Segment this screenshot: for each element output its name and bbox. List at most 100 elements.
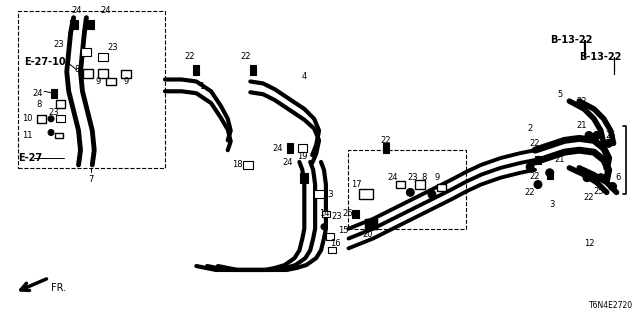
Text: 24: 24	[282, 158, 293, 167]
Text: 9: 9	[95, 77, 100, 86]
Bar	[314, 190, 324, 198]
Circle shape	[609, 183, 616, 190]
Text: B-13-22: B-13-22	[579, 52, 621, 62]
Text: 3: 3	[549, 200, 554, 209]
Bar	[383, 143, 388, 153]
Text: 22: 22	[530, 139, 540, 148]
Text: 7: 7	[88, 175, 94, 184]
Circle shape	[321, 224, 327, 230]
Bar	[18, 11, 165, 168]
Text: 2: 2	[527, 124, 532, 133]
Text: 16: 16	[330, 239, 341, 248]
Bar	[56, 100, 65, 108]
Bar	[535, 156, 541, 164]
Bar	[359, 189, 373, 199]
Bar	[83, 69, 93, 78]
Text: 24: 24	[100, 6, 111, 15]
Text: 24: 24	[32, 89, 42, 98]
Circle shape	[597, 174, 605, 181]
Bar	[56, 115, 65, 122]
Text: 23: 23	[332, 212, 342, 221]
Text: 23: 23	[108, 43, 118, 52]
Text: 11: 11	[22, 131, 33, 140]
Text: 24: 24	[71, 6, 82, 15]
Text: 17: 17	[351, 180, 362, 189]
Text: 22: 22	[240, 52, 251, 61]
Circle shape	[546, 169, 554, 177]
Circle shape	[406, 188, 414, 196]
Text: 22: 22	[184, 52, 195, 61]
Text: E-27-10: E-27-10	[24, 57, 66, 67]
Circle shape	[526, 163, 534, 171]
Text: FR.: FR.	[51, 283, 66, 292]
Text: 14: 14	[319, 210, 329, 219]
Text: 18: 18	[232, 160, 243, 169]
Bar	[193, 65, 199, 75]
Text: 23: 23	[49, 108, 60, 117]
Bar	[415, 180, 425, 189]
Bar	[98, 69, 108, 78]
Text: 5: 5	[557, 90, 562, 99]
Bar	[300, 173, 308, 183]
Text: 8: 8	[36, 100, 42, 108]
Circle shape	[605, 140, 612, 147]
Circle shape	[428, 190, 436, 198]
Text: 24: 24	[273, 144, 283, 153]
Bar	[86, 20, 94, 29]
Text: 6: 6	[616, 173, 621, 182]
Circle shape	[585, 132, 593, 140]
Text: 9: 9	[123, 77, 128, 86]
Text: 21: 21	[576, 121, 586, 130]
Text: B-13-22: B-13-22	[550, 35, 592, 45]
Bar	[106, 77, 116, 85]
Bar	[298, 144, 307, 152]
Bar	[352, 210, 359, 218]
Bar	[121, 70, 131, 77]
Text: 8: 8	[74, 65, 79, 74]
Text: 22: 22	[584, 193, 595, 202]
Text: 1: 1	[198, 82, 204, 91]
Bar	[37, 115, 45, 123]
Text: 21: 21	[554, 156, 565, 164]
Text: 8: 8	[421, 173, 427, 182]
Bar	[328, 247, 336, 253]
Bar	[349, 150, 467, 229]
Circle shape	[48, 130, 54, 135]
Circle shape	[48, 116, 54, 122]
Bar	[243, 161, 253, 169]
Text: 20: 20	[362, 230, 372, 239]
Bar	[547, 171, 553, 179]
Text: 15: 15	[339, 226, 349, 235]
Text: 24: 24	[387, 173, 398, 182]
Text: 26: 26	[342, 210, 353, 219]
Text: 23: 23	[54, 40, 64, 49]
Text: 19: 19	[297, 152, 308, 161]
Bar	[396, 180, 405, 188]
Bar	[365, 219, 377, 229]
Bar	[287, 143, 292, 153]
Bar	[81, 48, 92, 56]
Text: 22: 22	[530, 172, 540, 181]
Bar	[51, 89, 58, 98]
Bar	[437, 184, 446, 191]
Text: 22: 22	[525, 188, 535, 197]
Text: 25: 25	[593, 187, 604, 196]
Circle shape	[583, 174, 591, 181]
Text: 4: 4	[301, 72, 307, 81]
Bar	[55, 132, 63, 139]
Text: 22: 22	[576, 97, 586, 106]
Bar	[98, 53, 108, 61]
Text: 9: 9	[434, 173, 440, 182]
Circle shape	[534, 180, 542, 188]
Text: 13: 13	[324, 190, 334, 199]
Text: 10: 10	[22, 114, 33, 123]
Text: 22: 22	[381, 136, 391, 145]
Circle shape	[593, 132, 601, 140]
Bar	[326, 233, 334, 240]
Text: 25: 25	[605, 131, 616, 140]
Bar	[365, 219, 377, 229]
Bar	[365, 219, 377, 229]
Text: 12: 12	[584, 239, 595, 248]
Bar	[250, 65, 256, 75]
Text: E-27: E-27	[18, 153, 42, 163]
